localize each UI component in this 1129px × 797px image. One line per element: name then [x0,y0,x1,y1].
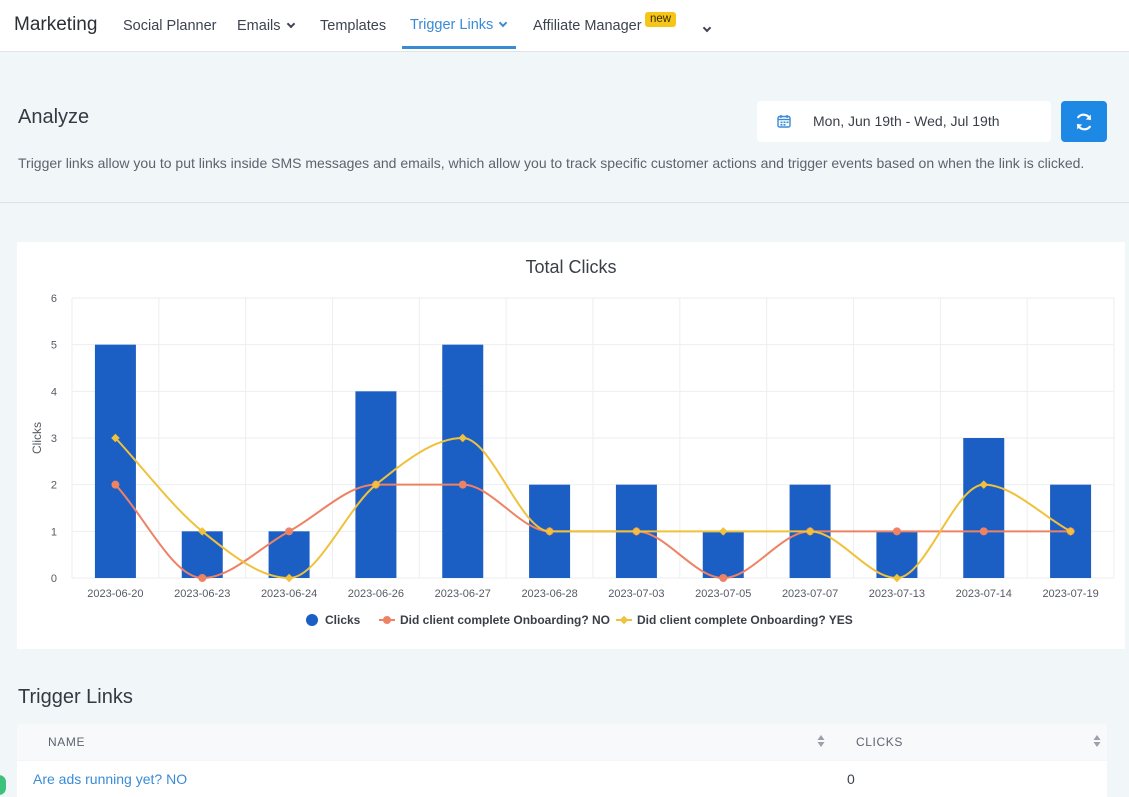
y-tick-label: 1 [51,526,57,538]
y-tick-label: 4 [51,386,57,398]
section-divider [0,202,1129,203]
bar-clicks [181,531,223,578]
y-tick-label: 0 [51,573,57,585]
total-clicks-chart-card: Total Clicks 0 1 2 3 4 5 6 Clicks 2023-06-20 2023-… [17,242,1125,649]
nav-affiliate-manager[interactable]: Affiliate Manager [533,18,642,34]
refresh-icon [1076,113,1092,131]
x-tick-label: 2023-07-05 [695,588,751,600]
legend-marker-onboarding-no [383,616,391,624]
x-tick-label: 2023-07-14 [956,588,1012,600]
point-onboarding-yes [458,433,467,443]
point-onboarding-no [111,480,120,489]
nav-label: Emails [237,18,281,34]
y-tick-label: 2 [51,480,57,492]
new-badge: new [645,12,677,27]
x-tick-label: 2023-06-28 [521,588,577,600]
point-onboarding-yes [284,573,294,583]
point-onboarding-no [198,574,207,582]
point-onboarding-yes [545,527,554,536]
legend-label-onboarding-no: Did client complete Onboarding? NO [400,613,610,627]
total-clicks-chart: Total Clicks 0 1 2 3 4 5 6 Clicks 2023-06-20 2023-… [30,257,1115,627]
chart-title: Total Clicks [525,257,616,277]
point-onboarding-no [979,527,988,536]
nav-label: Social Planner [123,18,217,34]
column-header-clicks[interactable]: CLICKS [856,735,903,749]
help-widget-button[interactable] [0,775,6,795]
bar-clicks [442,344,484,578]
legend-marker-onboarding-yes [619,615,629,625]
nav-label: Templates [320,18,387,34]
analyze-description: Trigger links allow you to put links ins… [18,155,1085,171]
x-tick-label: 2023-06-24 [261,588,317,600]
legend-label-onboarding-yes: Did client complete Onboarding? YES [637,613,853,627]
sort-icon[interactable] [1093,734,1101,748]
bar-clicks [268,531,310,578]
bar-clicks [702,531,744,578]
point-onboarding-yes [1066,527,1075,536]
point-onboarding-yes [632,527,641,536]
date-range-picker[interactable]: Mon, Jun 19th - Wed, Jul 19th [757,101,1051,142]
column-header-name[interactable]: NAME [48,735,86,749]
bar-clicks [876,531,918,578]
table-row: Are ads running yet? NO 0 [17,761,1107,797]
table-header: NAME CLICKS [17,724,1107,760]
trigger-link-name[interactable]: Are ads running yet? NO [33,771,188,787]
line-onboarding-yes [114,436,1072,580]
brand-title: Marketing [14,14,98,35]
point-onboarding-no [892,527,901,536]
more-menu-button[interactable] [697,21,712,39]
nav-trigger-links[interactable]: Trigger Links [410,17,508,33]
x-tick-label: 2023-06-27 [435,588,491,600]
nav-templates[interactable]: Templates [320,18,386,34]
chevron-down-icon [499,18,508,28]
nav-label: Trigger Links [410,17,494,33]
y-tick-label: 5 [51,340,57,352]
y-tick-label: 3 [51,433,57,445]
point-onboarding-no [458,480,467,489]
analyze-title: Analyze [18,106,90,128]
top-navbar: Marketing Social Planner Emails Template… [0,0,1129,52]
point-onboarding-yes [111,433,120,443]
x-tick-label: 2023-06-20 [87,588,143,600]
trigger-link-clicks: 0 [847,771,855,787]
point-onboarding-no [719,574,728,582]
legend-label-clicks: Clicks [325,613,361,627]
x-tick-label: 2023-06-26 [348,588,404,600]
point-onboarding-yes [198,527,207,536]
x-tick-label: 2023-07-19 [1042,588,1098,600]
chevron-down-icon [702,23,712,33]
sort-icon[interactable] [817,734,825,748]
active-tab-indicator [402,46,516,49]
point-onboarding-yes [371,480,381,489]
legend-marker-clicks [306,614,318,626]
x-tick-label: 2023-07-07 [782,588,838,600]
y-axis-label: Clicks [30,422,44,454]
x-tick-label: 2023-07-03 [608,588,664,600]
nav-social-planner[interactable]: Social Planner [123,18,217,34]
date-range-text: Mon, Jun 19th - Wed, Jul 19th [813,113,1000,129]
y-tick-label: 6 [51,293,57,305]
x-tick-label: 2023-07-13 [869,588,925,600]
trigger-links-title: Trigger Links [18,686,133,708]
refresh-button[interactable] [1061,101,1107,142]
calendar-icon [777,115,791,128]
point-onboarding-yes [805,527,815,536]
x-tick-label: 2023-06-23 [174,588,230,600]
bar-clicks [94,344,136,578]
point-onboarding-no [285,527,294,536]
nav-emails[interactable]: Emails [237,18,295,34]
chevron-down-icon [286,19,295,29]
nav-label: Affiliate Manager [533,18,642,34]
point-onboarding-yes [719,527,728,536]
bar-clicks [963,438,1005,578]
